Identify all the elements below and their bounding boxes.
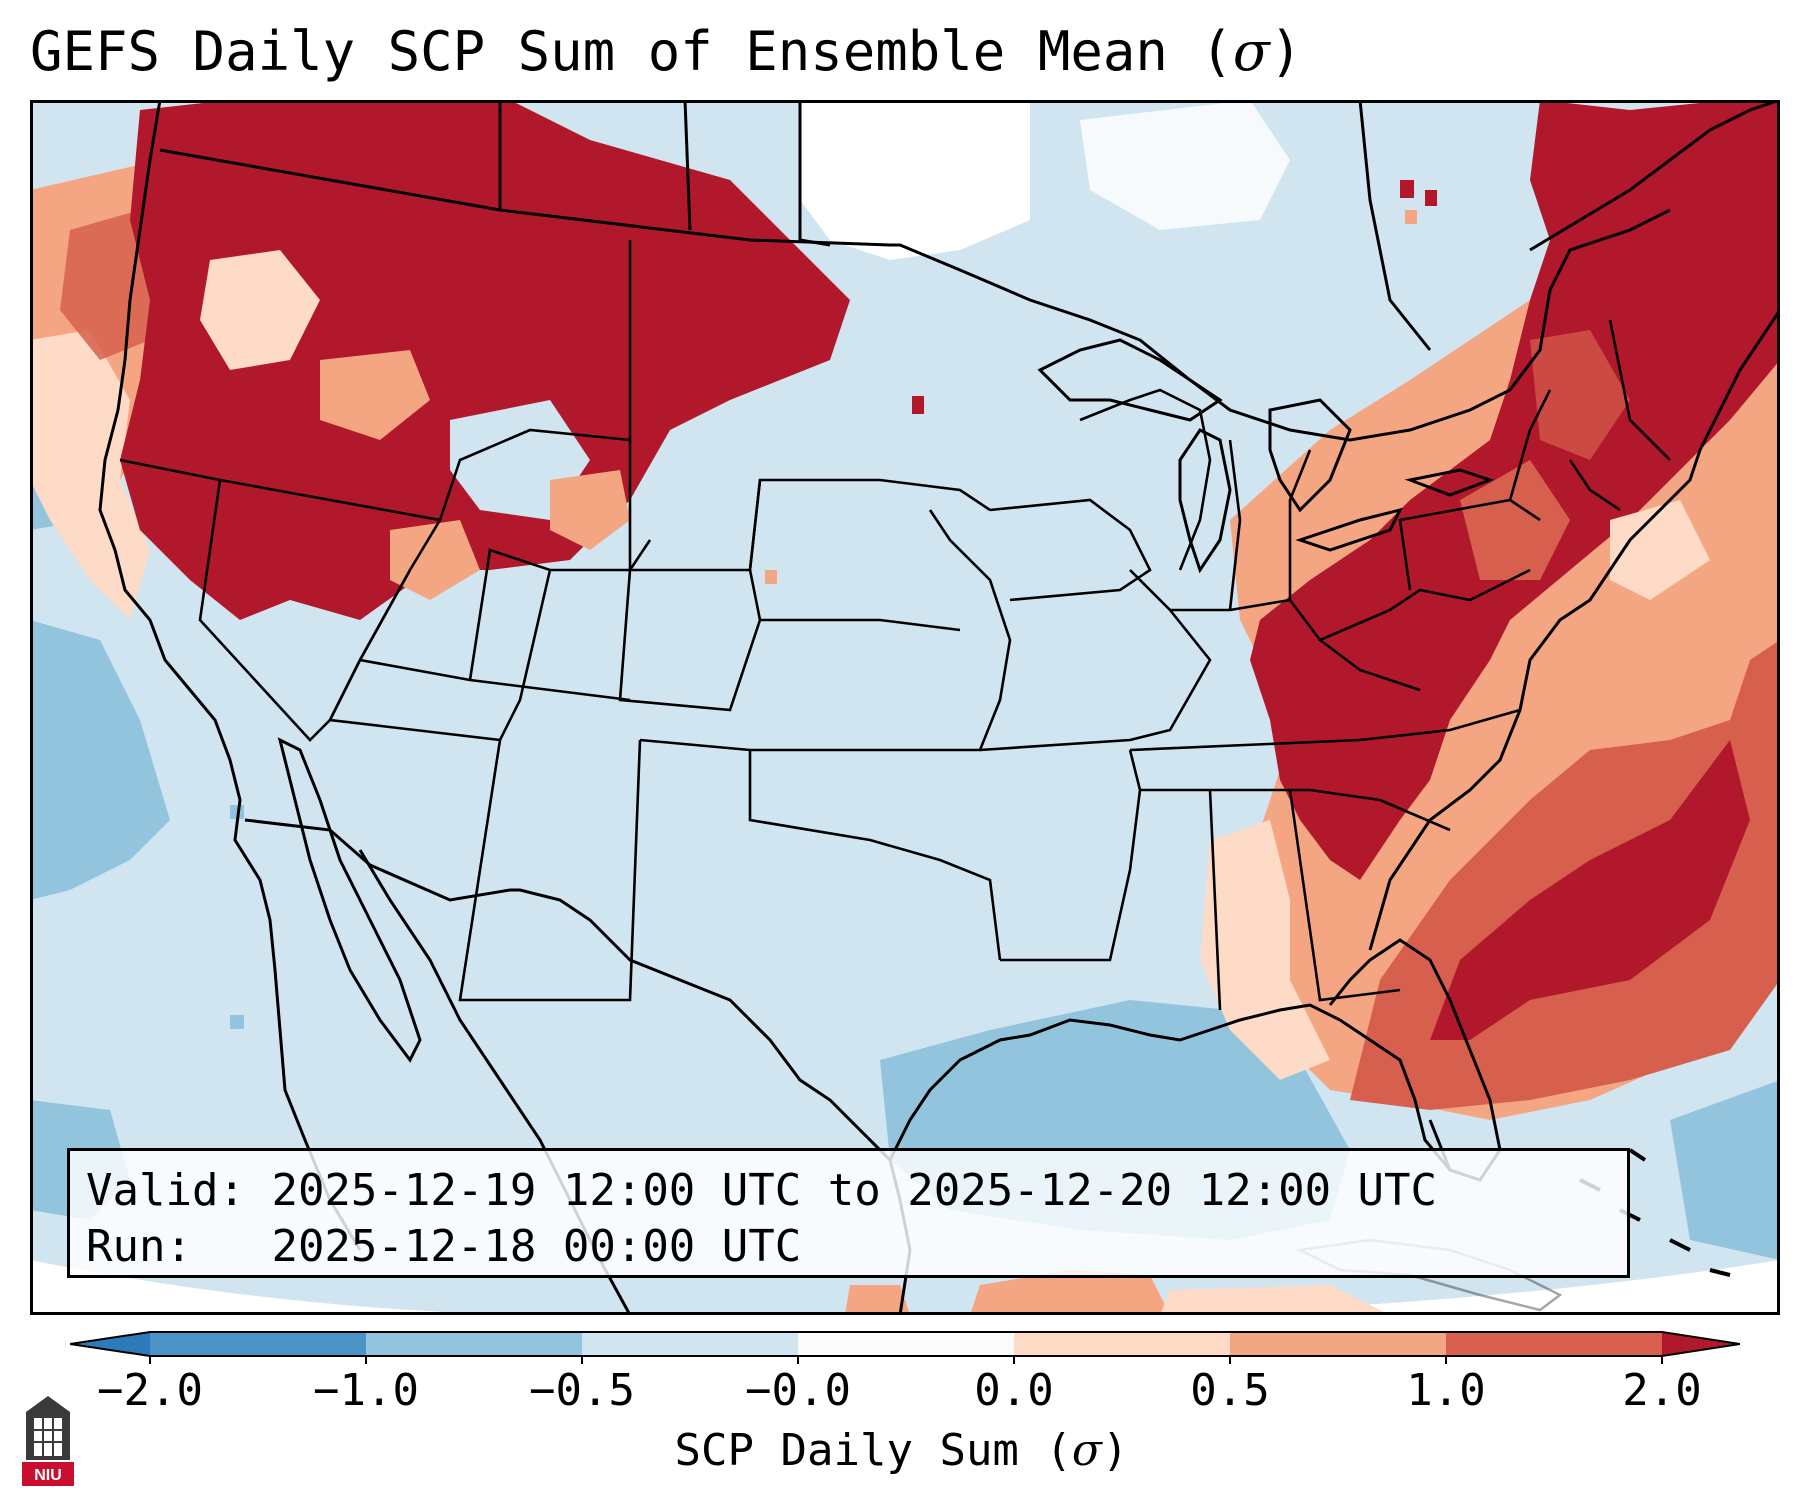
salmon-east-patch [1460,460,1570,580]
salmon-nw-patch [390,520,480,600]
colorbar-tick-labels: −2.0 −1.0 −0.5 −0.0 0.0 0.5 1.0 2.0 [0,1365,1803,1425]
tick-label: 2.0 [1622,1365,1702,1416]
baja-peninsula [277,737,422,1063]
niu-logo: NIU [22,1396,74,1486]
pink-nw-patch-b [320,350,430,440]
province-line-2 [683,100,692,231]
pink-nw-patch-a [200,250,320,370]
colorbar-extend-low [70,1332,150,1356]
salmon-pixel-co [765,570,777,584]
tick-label: −2.0 [97,1365,203,1416]
pink-east-coast [1200,820,1330,1080]
neutral-zone-canada [800,100,1030,260]
pink-east-patch [1610,500,1710,600]
run-label: Run: [86,1221,192,1272]
province-line-4 [1358,100,1432,351]
run-row: Run: 2025-12-18 00:00 UTC [86,1219,1611,1275]
colorbar-tick-marks [149,1356,1663,1364]
colorbar-label: SCP Daily Sum (σ) [674,1425,1129,1476]
colorbar-bin-4 [798,1332,1014,1356]
colorbar-bin-5 [1014,1332,1230,1356]
run-value: 2025-12-18 00:00 UTC [271,1221,802,1272]
us-canada-border [159,148,1671,442]
projection-corner-right [1180,1260,1780,1315]
tick-label: 0.5 [1190,1365,1270,1416]
valid-row: Valid: 2025-12-19 12:00 UTC to 2025-12-2… [86,1163,1611,1219]
west-coastline [98,100,362,1251]
red-pixel-sd [912,396,924,414]
map-title: GEFS Daily SCP Sum of Ensemble Mean (σ) [30,20,1303,83]
state-borders [119,240,1671,1011]
salmon-northeast-edge [1530,330,1630,460]
niu-logo-text: NIU [34,1467,62,1484]
province-line-3 [798,100,831,247]
salmon-caribbean [970,1270,1170,1315]
tick-label: 0.0 [974,1365,1054,1416]
tick-label: −1.0 [313,1365,419,1416]
tick-label: 1.0 [1406,1365,1486,1416]
anomaly-map [30,100,1780,1315]
valid-run-box: Valid: 2025-12-19 12:00 UTC to 2025-12-2… [67,1148,1630,1278]
colorbar-bin-7 [1446,1332,1662,1356]
colorbar-extend-high [1662,1332,1740,1356]
red-atlantic-core [1430,740,1750,1040]
salmon-nw-patch-b [550,470,630,550]
canada-east-coast [1529,100,1780,252]
projection-corner-left [30,1260,630,1315]
salmon-yucatan [845,1285,910,1315]
valid-label: Valid: [86,1165,245,1216]
blue-pacific-south [30,620,170,900]
colorbar-bin-2 [366,1332,582,1356]
tick-label: −0.0 [745,1365,851,1416]
great-lakes [1037,338,1495,574]
blue-pixel-mexico [230,1015,244,1029]
colorbar-bin-1 [150,1332,366,1356]
gulf-coastline [888,1003,1452,1315]
blue-atlantic-far [1670,1080,1780,1260]
red-pixel-ontario-b [1425,190,1437,206]
tick-label: −0.5 [529,1365,635,1416]
pink-caribbean [1160,1285,1390,1315]
atlantic-coastline [1368,309,1780,951]
us-mexico-border [244,818,892,1162]
colorbar-bin-6 [1230,1332,1446,1356]
valid-value: 2025-12-19 12:00 UTC to 2025-12-20 12:00… [271,1165,1438,1216]
colorbar [70,1331,1740,1364]
map-frame [30,100,1780,1315]
colorbar-bin-3 [582,1332,798,1356]
neutral-zone-hudson [1080,100,1290,230]
red-pixel-ontario [1400,180,1414,198]
salmon-pixel-ontario [1405,210,1417,224]
